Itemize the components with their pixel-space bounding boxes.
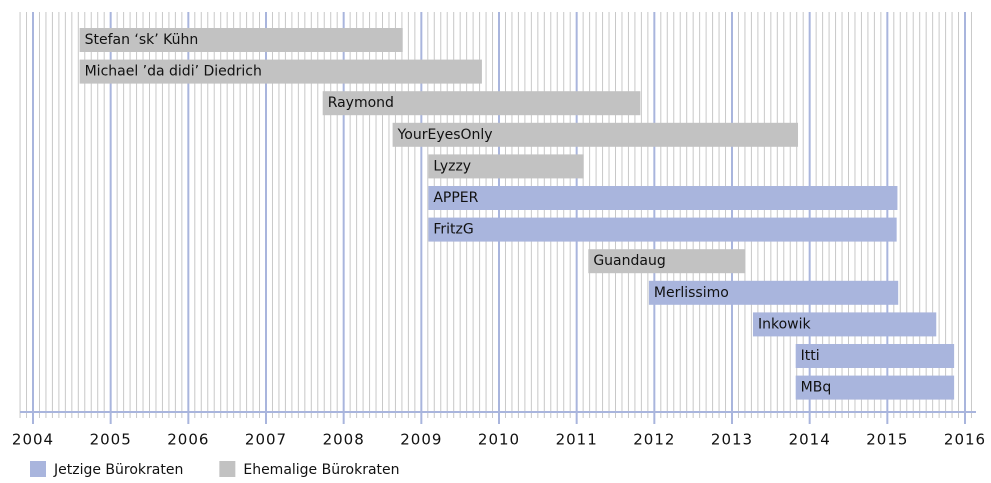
bar-label: Stefan ‘sk’ Kühn	[85, 32, 199, 48]
bar	[795, 375, 955, 400]
bar	[79, 59, 482, 84]
bar	[428, 217, 897, 242]
bar	[795, 344, 955, 368]
bar	[752, 312, 937, 337]
x-tick-label: 2013	[711, 431, 753, 449]
x-tick-label: 2016	[944, 431, 986, 449]
x-tick-label: 2011	[556, 431, 598, 449]
legend-swatch	[219, 461, 236, 477]
legend-swatch	[30, 461, 46, 477]
x-tick-label: 2015	[866, 431, 908, 449]
bar-label: APPER	[433, 190, 478, 206]
x-tick-label: 2012	[633, 431, 675, 449]
x-tick-label: 2009	[400, 431, 442, 449]
bar	[392, 122, 799, 147]
x-tick-label: 2010	[478, 431, 520, 449]
bar	[79, 28, 403, 52]
legend-label: Ehemalige Bürokraten	[243, 462, 399, 478]
x-tick-label: 2006	[167, 431, 209, 449]
bar-label: Inkowik	[758, 316, 812, 332]
x-tick-label: 2007	[245, 431, 287, 449]
bar	[322, 91, 641, 116]
bar-label: Raymond	[328, 95, 394, 111]
x-tick-label: 2005	[90, 431, 132, 449]
bar-label: FritzG	[433, 222, 473, 238]
bar-label: YourEyesOnly	[397, 127, 493, 143]
bar-label: MBq	[801, 380, 832, 396]
legend-label: Jetzige Bürokraten	[53, 462, 183, 478]
bar	[428, 186, 898, 210]
bar-label: Guandaug	[593, 253, 665, 269]
bar-label: Michael ’da didi’ Diedrich	[85, 64, 262, 80]
bar-label: Lyzzy	[433, 158, 471, 174]
bar	[648, 280, 899, 305]
bar	[428, 154, 584, 179]
bar	[588, 249, 746, 274]
x-tick-label: 2014	[789, 431, 831, 449]
bar-label: Itti	[801, 348, 820, 364]
x-tick-label: 2008	[323, 431, 365, 449]
x-tick-label: 2004	[12, 431, 54, 449]
bar-label: Merlissimo	[654, 285, 729, 301]
